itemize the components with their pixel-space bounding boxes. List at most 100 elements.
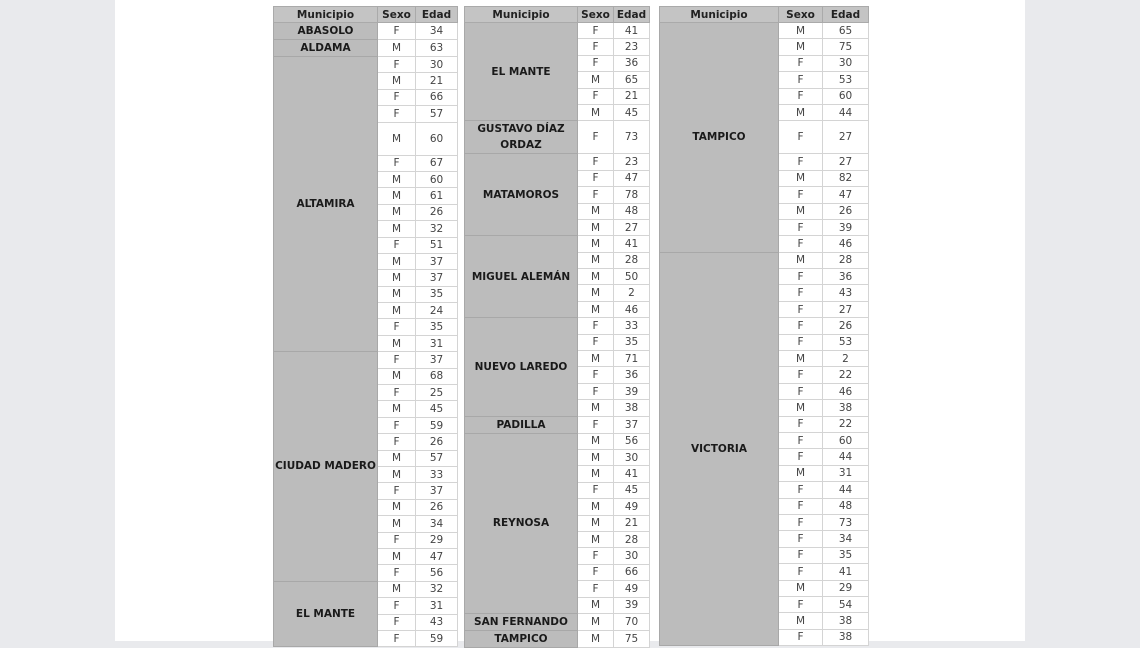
table-row: REYNOSA M 56 <box>464 432 650 614</box>
sexo-cell: F <box>778 448 823 466</box>
sexo-cell: F <box>778 366 823 384</box>
edad-cell: 45 <box>415 400 458 418</box>
sexo-cell: M <box>377 465 416 484</box>
sexo-cell: M <box>377 302 416 320</box>
sexo-cell: F <box>577 563 614 582</box>
table-row: NUEVO LAREDO F 33 <box>464 317 650 417</box>
sexo-cell: F <box>778 87 823 105</box>
edad-cell: 75 <box>613 629 650 648</box>
table-row: MIGUEL ALEMÁN M 41 <box>464 235 650 319</box>
edad-cell: 47 <box>613 169 650 188</box>
edad-cell: 53 <box>822 333 869 352</box>
table-row: ALDAMA M 63 <box>273 39 458 57</box>
table-row: M 27 <box>465 218 650 237</box>
table-row: F 35 <box>465 333 650 352</box>
table-row: M 50 <box>465 268 650 286</box>
column-header-municipio: Municipio <box>464 6 578 23</box>
sexo-cell: M <box>377 187 416 205</box>
table-row: F 30 <box>660 54 869 73</box>
edad-cell: 68 <box>415 367 458 386</box>
edad-cell: 60 <box>415 121 458 156</box>
table-row: F 60 <box>660 431 869 450</box>
sexo-cell: F <box>778 317 823 335</box>
data-table-3: Municipio Sexo Edad TAMPICO M 65 M 75 F 30 F 53 F 60 M… <box>659 6 869 647</box>
edad-cell: 36 <box>613 366 650 384</box>
edad-cell: 38 <box>822 628 869 647</box>
edad-cell: 31 <box>415 334 458 353</box>
sexo-cell: F <box>778 235 823 253</box>
municipio-cell: ALTAMIRA <box>273 55 378 353</box>
edad-cell: 26 <box>822 317 869 335</box>
edad-cell: 70 <box>613 612 650 631</box>
edad-cell: 24 <box>415 302 458 320</box>
table-row: M 32 <box>274 220 458 238</box>
edad-cell: 25 <box>415 384 458 402</box>
column-header-sexo: Sexo <box>377 6 416 23</box>
edad-cell: 36 <box>822 268 869 286</box>
municipio-cell: CIUDAD MADERO <box>273 351 378 582</box>
sexo-cell: M <box>377 170 416 189</box>
sexo-cell: F <box>778 513 823 532</box>
table-row: M 60 <box>274 170 458 189</box>
sexo-cell: F <box>577 87 614 105</box>
edad-cell: 39 <box>822 218 869 237</box>
edad-cell: 65 <box>613 71 650 89</box>
table-row: M 24 <box>274 302 458 320</box>
edad-cell: 37 <box>613 415 650 434</box>
edad-cell: 60 <box>822 431 869 450</box>
sexo-cell: F <box>778 431 823 450</box>
edad-cell: 38 <box>613 399 650 417</box>
edad-cell: 34 <box>415 515 458 533</box>
sexo-cell: M <box>577 465 614 483</box>
sexo-cell: M <box>577 235 614 253</box>
table-row: F 46 <box>660 382 869 401</box>
municipio-cell: TAMPICO <box>659 22 779 253</box>
edad-cell: 45 <box>613 481 650 500</box>
sexo-cell: M <box>377 400 416 418</box>
sexo-cell: F <box>778 563 823 581</box>
sexo-cell: M <box>577 202 614 220</box>
sexo-cell: M <box>577 251 614 270</box>
header-row: Municipio Sexo Edad <box>659 6 869 23</box>
edad-cell: 49 <box>613 498 650 516</box>
sexo-cell: F <box>377 236 416 254</box>
municipio-cell: ABASOLO <box>273 22 378 40</box>
edad-cell: 2 <box>613 284 650 302</box>
edad-cell: 53 <box>822 71 869 89</box>
table-row: M 48 <box>465 202 650 220</box>
table-row: M 35 <box>274 285 458 304</box>
table-row: ABASOLO F 34 <box>273 22 458 40</box>
edad-cell: 35 <box>415 285 458 304</box>
edad-cell: 31 <box>415 597 458 615</box>
sexo-cell: F <box>377 613 416 631</box>
edad-cell: 28 <box>822 251 869 270</box>
sexo-cell: F <box>778 218 823 237</box>
sexo-cell: F <box>577 415 614 434</box>
table-row: F 23 <box>465 38 650 56</box>
table-row: VICTORIA M 28 <box>659 251 869 647</box>
municipio-cell: REYNOSA <box>464 432 578 614</box>
sexo-cell: F <box>778 186 823 204</box>
sexo-cell: F <box>778 382 823 401</box>
edad-cell: 2 <box>822 350 869 368</box>
table-row: F 67 <box>274 154 458 172</box>
table-row: PADILLA F 37 <box>464 415 650 434</box>
sexo-cell: M <box>577 432 614 450</box>
edad-cell: 27 <box>822 153 869 171</box>
sexo-cell: F <box>778 497 823 515</box>
edad-cell: 75 <box>822 38 869 56</box>
table-row: M 21 <box>274 72 458 90</box>
edad-cell: 26 <box>822 202 869 220</box>
sexo-cell: F <box>377 318 416 336</box>
municipio-cell: SAN FERNANDO <box>464 612 578 631</box>
sexo-cell: M <box>577 268 614 286</box>
table-row: F 30 <box>465 547 650 565</box>
edad-cell: 33 <box>415 465 458 484</box>
table-row: F 56 <box>274 564 458 582</box>
sexo-cell: F <box>577 21 614 40</box>
edad-cell: 41 <box>613 465 650 483</box>
edad-cell: 56 <box>613 432 650 450</box>
sexo-cell: M <box>778 251 823 270</box>
municipio-cell: EL MANTE <box>464 21 578 122</box>
table-row: F 57 <box>274 105 458 123</box>
